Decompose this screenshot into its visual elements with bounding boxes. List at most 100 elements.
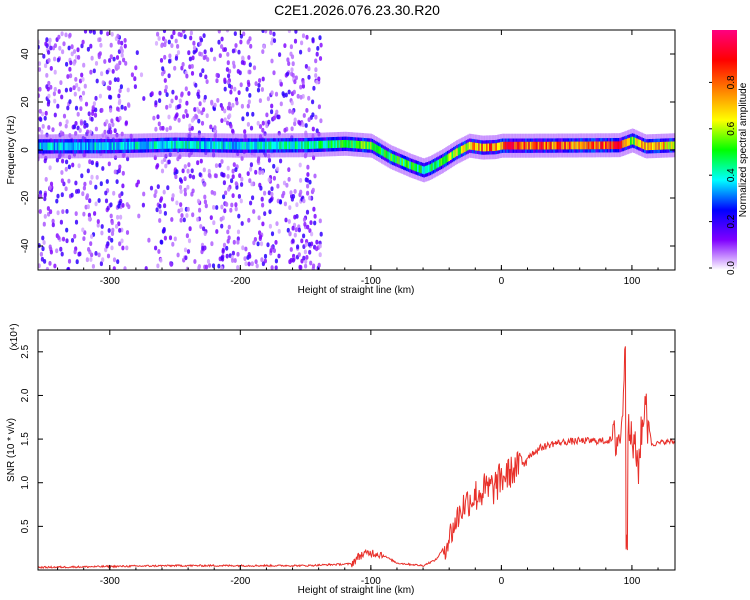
ridge-core-cell [550,141,552,150]
ridge-core-cell [486,143,488,152]
noise-cell [196,217,200,222]
ridge-core-cell [349,140,352,148]
noise-cell [318,35,322,41]
noise-cell [254,169,258,175]
ridge-core-cell [277,141,280,150]
noise-cell [311,126,315,132]
ridge-core-cell [324,140,327,149]
noise-cell [255,263,259,269]
ridge-core-cell [381,147,383,156]
ridge-core-cell [484,143,487,152]
noise-cell [43,115,47,121]
noise-cell [245,86,249,92]
ridge-core-cell [366,141,369,150]
ridge-core-cell [374,144,377,152]
noise-cell [230,202,234,208]
ridge-core-cell [573,141,576,150]
noise-cell [224,190,228,196]
noise-cell [89,180,93,186]
noise-cell [303,249,307,255]
noise-cell [215,229,219,234]
noise-cell [157,121,161,127]
noise-cell [66,105,70,111]
noise-cell [283,127,287,133]
noise-cell [60,170,64,175]
noise-cell [301,33,306,39]
ridge-core-cell [70,142,73,151]
ridge-core-cell [421,166,424,174]
noise-cell [274,91,279,97]
ridge-core-cell [539,141,541,150]
noise-cell [261,30,265,33]
colorbar-gradient [712,30,737,270]
noise-cell [86,204,90,210]
noise-cell [202,226,206,232]
ridge-core-cell [163,141,166,149]
ridge-core-cell [417,164,419,173]
ridge-core-cell [636,138,639,147]
noise-cell [220,255,224,261]
ridge-core-cell [41,142,43,151]
noise-cell [317,76,321,82]
noise-cell [67,258,72,264]
noise-cell [272,115,276,121]
noise-cell [249,166,253,172]
noise-cell [301,83,305,89]
ridge-core-cell [559,141,562,150]
noise-cell [86,168,90,174]
noise-cell [192,49,196,55]
ridge-core-cell [470,142,473,150]
noise-cell [179,189,183,194]
noise-cell [262,44,266,49]
noise-cell [264,30,268,34]
ridge-core-cell [435,160,438,169]
noise-cell [41,124,45,129]
ridge-core-cell [404,159,407,168]
noise-cell [296,244,300,250]
noise-cell [173,236,177,242]
noise-cell [44,177,48,182]
noise-cell [215,205,219,210]
ridge-core-cell [315,141,318,149]
noise-cell [175,200,179,206]
noise-cell [186,206,190,212]
ridge-core-cell [523,141,526,150]
ridge-core-cell [409,161,411,170]
noise-cell [46,86,50,92]
noise-cell [159,239,163,245]
noise-cell [180,213,184,218]
noise-cell [130,72,134,78]
noise-cell [212,220,216,226]
ridge-core-cell [56,142,59,151]
noise-cell [110,237,114,243]
ridge-core-cell [658,142,661,150]
noise-cell [158,98,162,103]
ridge-core-cell [80,142,83,151]
ridge-core-cell [583,141,585,150]
ridge-core-cell [186,141,189,149]
noise-cell [45,266,49,270]
ridge-core-cell [379,146,382,155]
ridge-core-cell [528,141,531,150]
noise-cell [192,40,196,46]
ridge-core-cell [102,142,104,150]
noise-cell [204,203,208,209]
noise-cell [53,98,57,104]
ridge-core-cell [634,137,637,146]
ridge-core-cell [653,142,656,150]
noise-cell [272,175,276,181]
noise-cell [226,80,230,85]
ridge-core-cell [61,142,64,151]
noise-cell [67,45,71,51]
noise-cell [97,252,101,258]
noise-cell [136,179,140,185]
noise-cell [47,93,51,99]
noise-cell [81,39,85,45]
noise-cell [155,207,159,213]
ridge-core-cell [160,141,162,149]
ridge-core-cell [89,142,92,151]
noise-cell [183,187,187,193]
noise-cell [219,216,223,222]
ridge-core-cell [393,154,396,163]
noise-cell [185,113,189,118]
